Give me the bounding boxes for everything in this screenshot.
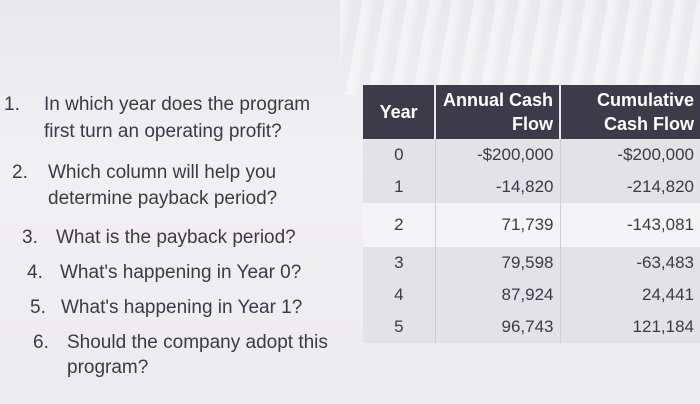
cumulative-cash-flow-cell: -143,081 <box>560 203 700 247</box>
annual-cash-flow-cell: 96,743 <box>435 311 561 343</box>
annual-cash-flow-cell: -14,820 <box>435 171 561 203</box>
annual-cash-flow-cell: 79,598 <box>435 247 561 279</box>
question-number: 5. <box>30 297 46 318</box>
question-number: 4. <box>27 262 43 283</box>
table-header-row: Year Annual Cash Flow Cumulative Cash Flow <box>363 85 700 139</box>
cumulative-cash-flow-cell: 121,184 <box>560 311 700 343</box>
question-text: What's happening in Year 1? <box>61 297 303 318</box>
question-text: What is the payback period? <box>56 227 296 248</box>
cash-flow-table: Year Annual Cash Flow Cumulative Cash Flow… <box>363 85 700 343</box>
question-text: determine payback period? <box>48 188 278 209</box>
table-row: 4 87,924 24,441 <box>363 279 700 311</box>
screen-glare <box>340 0 700 95</box>
table-row: 0 -$200,000 -$200,000 <box>363 139 700 171</box>
header-cumulative-cash-flow: Cumulative Cash Flow <box>560 85 700 139</box>
cumulative-cash-flow-cell: 24,441 <box>560 279 700 311</box>
year-cell: 1 <box>363 171 436 203</box>
question-number: 2. <box>12 162 28 183</box>
annual-cash-flow-cell: 87,924 <box>435 279 561 311</box>
year-cell: 3 <box>363 247 436 279</box>
question-list: 1. In which year does the program first … <box>0 0 340 404</box>
annual-cash-flow-cell: 71,739 <box>435 203 561 247</box>
cumulative-cash-flow-cell: -63,483 <box>560 247 700 279</box>
question-number: 3. <box>22 227 38 248</box>
question-number: 6. <box>33 332 49 353</box>
table-row: 5 96,743 121,184 <box>363 311 700 343</box>
table-row: 3 79,598 -63,483 <box>363 247 700 279</box>
year-cell: 0 <box>363 139 436 171</box>
question-text: Should the company adopt this <box>67 332 328 353</box>
header-annual-cash-flow: Annual Cash Flow <box>435 85 562 139</box>
table-row: 2 71,739 -143,081 <box>363 203 700 247</box>
cumulative-cash-flow-cell: -214,820 <box>560 171 700 203</box>
question-number: 1. <box>4 94 20 115</box>
year-cell: 2 <box>363 203 436 247</box>
question-text: program? <box>67 357 149 378</box>
question-text: In which year does the program <box>44 94 311 115</box>
annual-cash-flow-cell: -$200,000 <box>435 139 561 171</box>
question-text: Which column will help you <box>48 162 277 183</box>
cumulative-cash-flow-cell: -$200,000 <box>560 139 700 171</box>
table-row: 1 -14,820 -214,820 <box>363 171 700 203</box>
year-cell: 5 <box>363 311 436 343</box>
year-cell: 4 <box>363 279 436 311</box>
question-text: What's happening in Year 0? <box>60 262 302 283</box>
header-year: Year <box>363 85 437 139</box>
question-text: first turn an operating profit? <box>44 121 282 142</box>
